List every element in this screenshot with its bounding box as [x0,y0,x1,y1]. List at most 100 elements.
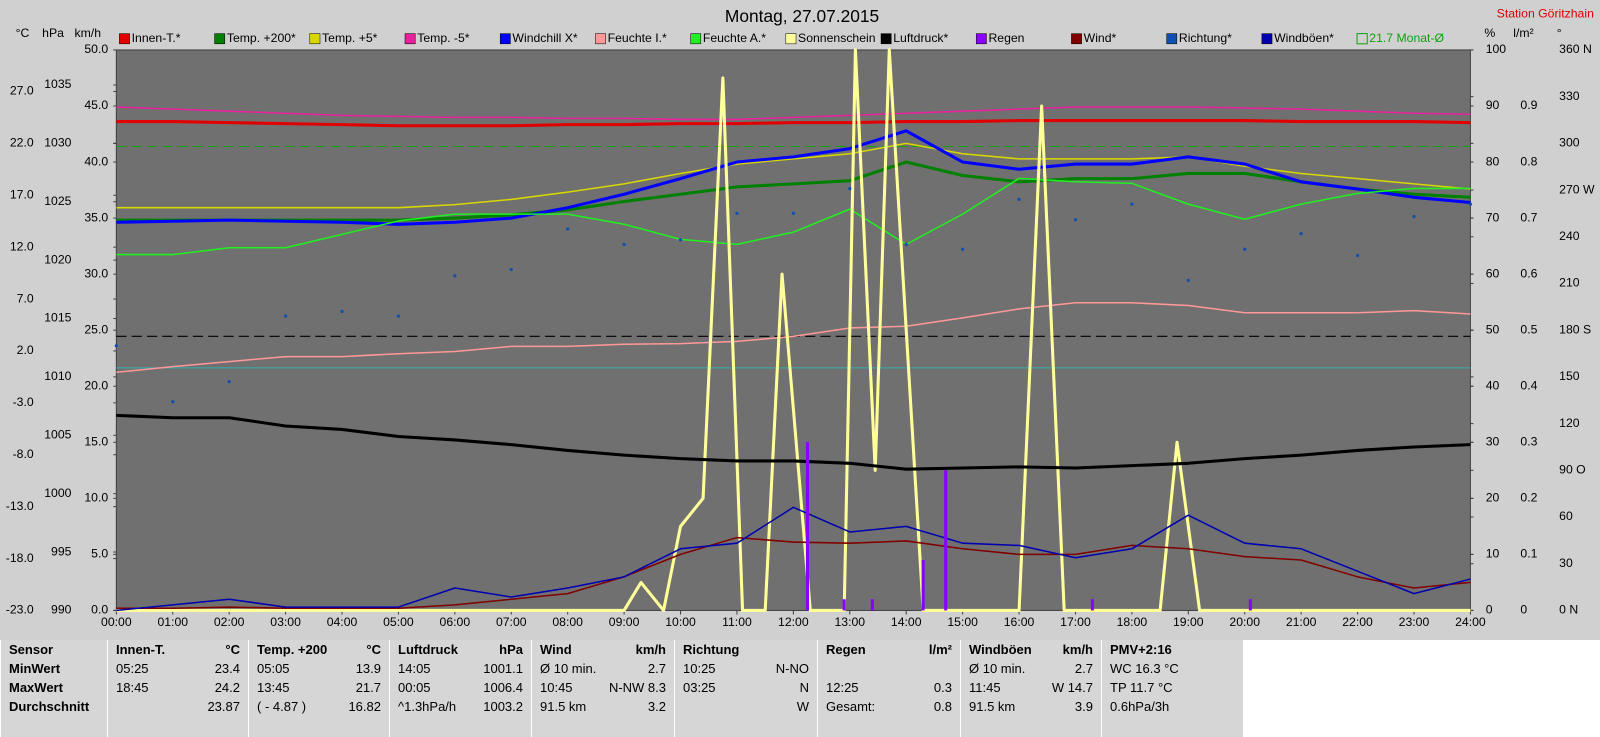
direction-point [678,238,683,242]
y-tick-label: 0.7 [1520,210,1537,224]
cell-value: 24.2 [214,680,240,695]
cell-label: 91.5 km [969,699,1016,714]
y-tick-label: 100 [1486,42,1507,56]
cell-label: 03:25 [683,680,716,695]
y-tick-label: 45.0 [84,98,108,112]
direction-point [622,242,626,247]
y-tick-label: 0.0 [91,603,108,617]
y-tick-label: 35.0 [84,210,108,224]
cell-label: MaxWert [9,680,63,695]
y-tick-label: 15.0 [84,435,108,449]
legend-swatch [690,33,702,45]
station-name: Station Göritzhain [1497,7,1594,21]
panel-row: 11:45 W 14.7 [961,678,1101,697]
cell-value: 23.4 [214,661,240,676]
direction-point [1355,253,1360,258]
y-tick-label: 0 [1486,603,1493,617]
direction-point [340,309,344,314]
cell-value: 2.7 [647,661,666,676]
series-line [116,536,1471,609]
y-tick-label: 0.3 [1520,435,1537,449]
panel-row: 91.5 km 3.9 [961,697,1101,716]
y-tick-label: 0.4 [1520,378,1537,392]
rain-bar [842,599,846,611]
x-tick-label: 11:00 [722,615,752,629]
panel-row: Gesamt: 0.8 [818,697,960,716]
cell-label: Ø 10 min. [540,661,597,676]
cell-value: 3.9 [1074,699,1093,714]
cell-label: 12:25 [826,680,859,695]
series-line [116,106,1471,121]
y-tick-label: 330 [1559,89,1580,103]
cell-label: Ø 10 min. [969,661,1026,676]
panel-unit: km/h [1062,642,1093,657]
direction-point [735,211,739,216]
direction-point [171,400,175,404]
y-tick-label: 995 [51,544,72,558]
y-tick-label: 5.0 [91,547,108,561]
y-tick-label: 90 [1486,98,1500,112]
cell-label: Durchschnitt [9,699,90,714]
series-line [116,506,1471,612]
rain-bar [805,442,810,611]
panel-title: Sensor [9,642,54,657]
y-tick-label: 25.0 [84,322,108,336]
panel-unit: l/m² [928,642,952,657]
series-line [116,413,1471,471]
x-tick-label: 19:00 [1173,615,1204,629]
stats-panel: Sensor MinWert MaxWert Durchschnitt [0,640,107,737]
panel-title: Windböen [969,642,1032,657]
legend-label: Windchill X* [512,31,577,45]
y-tick-label: 20.0 [84,378,108,392]
y-tick-label: 50.0 [84,42,108,56]
cell-label: TP 11.7 °C [1110,680,1173,695]
x-tick-label: 01:00 [157,615,188,629]
series-line [116,302,1471,374]
series-line [116,142,1471,209]
series-line [116,129,1471,226]
panel-row: Ø 10 min. 2.7 [961,659,1101,678]
direction-point [1412,214,1416,219]
legend-label: Feuchte I.* [608,31,667,45]
cell-label: 13:45 [257,680,290,695]
x-tick-label: 12:00 [778,615,809,629]
x-tick-label: 05:00 [383,615,414,629]
panel-row: TP 11.7 °C [1102,678,1243,697]
series-line [116,177,1471,256]
stats-panel: Luftdruck hPa 14:05 1001.1 00:05 1006.4 ^1.3hP… [389,640,531,737]
stats-table: Sensor MinWert MaxWert Durchschnitt Innen-T.… [0,640,1600,737]
series-line [116,160,1471,222]
x-tick-label: 24:00 [1455,615,1486,629]
direction-point [791,211,796,216]
panel-title: Innen-T. [116,642,166,657]
rain-bar [1248,599,1252,611]
legend-swatch [1261,33,1273,45]
cell-value: 1006.4 [483,680,523,695]
legend-swatch [1071,33,1082,45]
x-tick-label: 09:00 [609,615,640,629]
legend-swatch [785,33,797,45]
y-tick-label: 27.0 [10,84,34,98]
legend-swatch [975,33,987,45]
y-tick-label: 0.1 [1520,547,1537,561]
plot-area [115,49,1471,611]
panel-row: Durchschnitt [1,697,107,716]
panel-header: PMV+2:16 [1102,640,1243,659]
legend-label: Temp. +200* [227,31,296,45]
panel-title: Richtung [683,642,740,657]
series-line [116,119,1471,128]
direction-point [1130,202,1134,206]
x-tick-label: 21:00 [1286,615,1317,629]
stats-panel: Temp. +200 °C 05:05 13.9 13:45 21.7 ( - 4.87 )… [248,640,389,737]
legend-swatch [119,33,130,45]
y-tick-label: 150 [1559,369,1580,383]
legend-label: Richtung* [1179,31,1232,45]
y-tick-label: 30.0 [84,266,108,280]
cell-label: 10:45 [540,680,573,695]
y-tick-label: 0.2 [1520,491,1537,505]
panel-row: 91.5 km 3.2 [532,697,674,716]
y-tick-label: 40 [1486,378,1500,392]
panel-header: Regen l/m² [818,640,960,659]
cell-value: 21.7 [355,680,381,695]
direction-point [1186,278,1190,282]
